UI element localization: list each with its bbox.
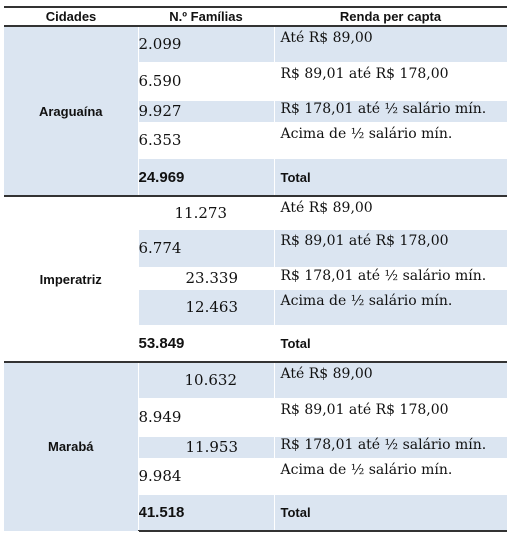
table-row: 6.353 Acima de ½ salário mín. [4, 122, 507, 159]
families-cell: 11.953 [138, 436, 275, 459]
income-cell: R$ 178,01 até ½ salário mín. [274, 267, 507, 290]
income-cell: Acima de ½ salário mín. [274, 122, 507, 159]
families-cell: 23.339 [138, 267, 275, 290]
families-cell: 10.632 [138, 361, 275, 399]
table-row: Imperatriz 11.273 Até R$ 89,00 [4, 195, 507, 363]
table-row: Araguaína 2.099 Até R$ 89,00 [4, 26, 507, 197]
income-cell: Até R$ 89,00 [274, 195, 507, 230]
group-araguaina: Araguaína 2.099 Até R$ 89,00 6.590 R$ 89… [4, 26, 507, 197]
families-cell: 9.927 [138, 100, 275, 123]
families-cell: 6.590 [138, 62, 275, 101]
header-familias: N.º Famílias [138, 6, 274, 27]
income-table: Cidades N.º Famílias Renda per capta Ara… [4, 6, 507, 532]
header-cidades: Cidades [4, 6, 138, 27]
income-cell: R$ 89,01 até R$ 178,00 [274, 229, 507, 268]
families-cell: 6.353 [138, 122, 275, 159]
total-label: Total [274, 494, 507, 532]
table-row: 9.927 R$ 178,01 até ½ salário mín. [4, 100, 507, 123]
group-maraba: Marabá 10.632 Até R$ 89,00 8.949 R$ 89,0… [4, 361, 507, 532]
table-row: 6.590 R$ 89,01 até R$ 178,00 [4, 62, 507, 101]
table-row: 6.774 R$ 89,01 até R$ 178,00 [4, 229, 507, 268]
group-imperatriz: Imperatriz 11.273 Até R$ 89,00 6.774 R$ … [4, 195, 507, 363]
table-row: 8.949 R$ 89,01 até R$ 178,00 [4, 398, 507, 437]
total-row: 41.518 Total [4, 494, 507, 532]
city-cell: Imperatriz [4, 195, 139, 363]
income-cell: R$ 178,01 até ½ salário mín. [274, 100, 507, 123]
families-cell: 11.273 [138, 195, 275, 230]
total-row: 24.969 Total [4, 158, 507, 197]
header-renda: Renda per capta [274, 6, 507, 27]
families-cell: 2.099 [138, 26, 275, 63]
total-families-cell: 53.849 [138, 325, 275, 363]
table-row: 11.953 R$ 178,01 até ½ salário mín. [4, 436, 507, 459]
city-cell: Marabá [4, 361, 139, 532]
total-families-cell: 41.518 [138, 494, 275, 532]
table-row: 12.463 Acima de ½ salário mín. [4, 289, 507, 326]
families-cell: 6.774 [138, 229, 275, 268]
income-cell: R$ 178,01 até ½ salário mín. [274, 436, 507, 459]
table-row: 23.339 R$ 178,01 até ½ salário mín. [4, 267, 507, 290]
total-label: Total [274, 325, 507, 363]
total-families-cell: 24.969 [138, 158, 275, 197]
families-cell: 9.984 [138, 458, 275, 495]
table-row: Marabá 10.632 Até R$ 89,00 [4, 361, 507, 532]
total-row: 53.849 Total [4, 325, 507, 363]
total-label: Total [274, 158, 507, 197]
income-cell: R$ 89,01 até R$ 178,00 [274, 62, 507, 101]
income-cell: Acima de ½ salário mín. [274, 458, 507, 495]
families-cell: 12.463 [138, 289, 275, 326]
families-cell: 8.949 [138, 398, 275, 437]
income-cell: Acima de ½ salário mín. [274, 289, 507, 326]
header-row: Cidades N.º Famílias Renda per capta [4, 6, 507, 27]
table-row: 9.984 Acima de ½ salário mín. [4, 458, 507, 495]
income-cell: R$ 89,01 até R$ 178,00 [274, 398, 507, 437]
income-cell: Até R$ 89,00 [274, 26, 507, 63]
city-cell: Araguaína [4, 26, 139, 197]
income-cell: Até R$ 89,00 [274, 361, 507, 399]
